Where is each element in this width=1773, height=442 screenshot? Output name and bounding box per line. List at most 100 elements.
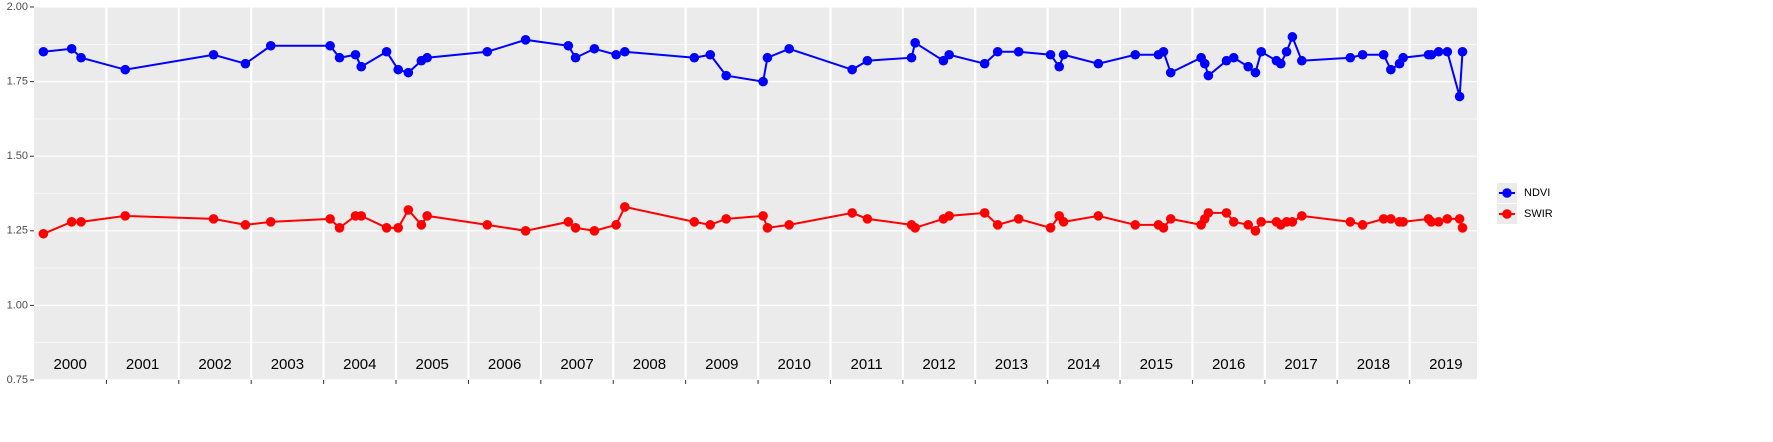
data-point (325, 214, 335, 224)
data-point (862, 55, 873, 66)
data-point (1386, 214, 1396, 224)
data-point (570, 52, 581, 63)
data-point (847, 64, 857, 75)
data-point (620, 46, 630, 57)
y-tick-label: 0.75 (7, 374, 28, 386)
year-label: 2013 (995, 356, 1028, 373)
year-label: 2011 (851, 356, 883, 373)
data-point (938, 55, 949, 66)
year-label: 2008 (633, 356, 666, 373)
data-point (1457, 46, 1468, 57)
data-point (1275, 58, 1286, 69)
data-point (1165, 67, 1176, 78)
data-point (1256, 217, 1267, 227)
year-label: 2009 (705, 356, 738, 373)
data-point (1199, 58, 1210, 69)
data-point (1398, 52, 1408, 63)
data-point (1386, 64, 1396, 75)
data-point (356, 61, 367, 72)
data-point (705, 49, 716, 60)
data-point (1250, 67, 1261, 78)
data-point (76, 217, 86, 227)
data-point (1426, 217, 1437, 227)
data-point (1093, 211, 1104, 221)
data-point (1345, 52, 1356, 63)
data-point (784, 43, 794, 54)
data-point (1013, 214, 1024, 224)
data-point (1256, 46, 1267, 57)
data-point (1296, 55, 1307, 66)
data-point (1221, 55, 1232, 66)
data-point (589, 226, 600, 236)
data-point (758, 211, 768, 221)
data-point (1058, 49, 1069, 60)
data-point (350, 49, 361, 60)
year-label: 2012 (922, 356, 955, 373)
data-point (1203, 70, 1214, 81)
year-label: 2010 (778, 356, 811, 373)
legend-point (1502, 188, 1512, 198)
data-point (1250, 226, 1261, 236)
year-label: 2006 (488, 356, 521, 373)
data-point (334, 52, 345, 63)
data-point (240, 58, 251, 69)
data-point (1357, 220, 1368, 230)
data-point (563, 40, 574, 51)
data-point (721, 214, 731, 224)
data-point (325, 40, 335, 51)
data-point (762, 223, 773, 233)
data-point (520, 35, 531, 45)
y-tick-label: 1.00 (7, 299, 28, 311)
data-point (1243, 220, 1254, 230)
data-point (944, 49, 954, 60)
data-point (422, 211, 432, 221)
year-label: 2017 (1284, 356, 1317, 373)
data-point (120, 211, 131, 221)
data-point (265, 40, 276, 51)
data-point (1426, 49, 1437, 60)
data-point (334, 223, 345, 233)
data-point (381, 46, 392, 57)
data-point (847, 208, 857, 218)
data-point (66, 217, 77, 227)
data-point (1296, 211, 1307, 221)
legend-label: SWIR (1524, 208, 1553, 220)
data-point (620, 202, 630, 212)
data-point (910, 38, 920, 48)
data-point (1287, 217, 1298, 227)
data-point (1454, 91, 1465, 102)
year-label: 2004 (343, 356, 376, 373)
year-label: 2002 (198, 356, 231, 373)
data-point (393, 223, 403, 233)
data-point (784, 220, 794, 230)
data-point (1045, 49, 1056, 60)
data-point (992, 220, 1003, 230)
data-point (611, 49, 621, 60)
data-point (1442, 214, 1453, 224)
data-point (721, 70, 731, 81)
data-point (1058, 217, 1069, 227)
data-point (570, 223, 581, 233)
y-tick-label: 1.75 (7, 76, 28, 88)
data-point (66, 43, 77, 54)
data-point (1130, 49, 1141, 60)
data-point (393, 64, 403, 75)
data-point (1378, 49, 1389, 60)
legend-label: NDVI (1524, 187, 1550, 199)
year-label: 2005 (416, 356, 449, 373)
data-point (120, 64, 131, 75)
data-point (1203, 208, 1214, 218)
data-point (1457, 223, 1468, 233)
data-point (1287, 32, 1298, 42)
year-label: 2003 (271, 356, 304, 373)
data-point (1228, 52, 1239, 63)
data-point (1243, 61, 1254, 72)
data-point (403, 67, 414, 78)
data-point (944, 211, 954, 221)
data-point (1228, 217, 1239, 227)
data-point (992, 46, 1003, 57)
data-point (1221, 208, 1232, 218)
data-point (356, 211, 367, 221)
data-point (208, 214, 219, 224)
data-point (689, 52, 700, 63)
